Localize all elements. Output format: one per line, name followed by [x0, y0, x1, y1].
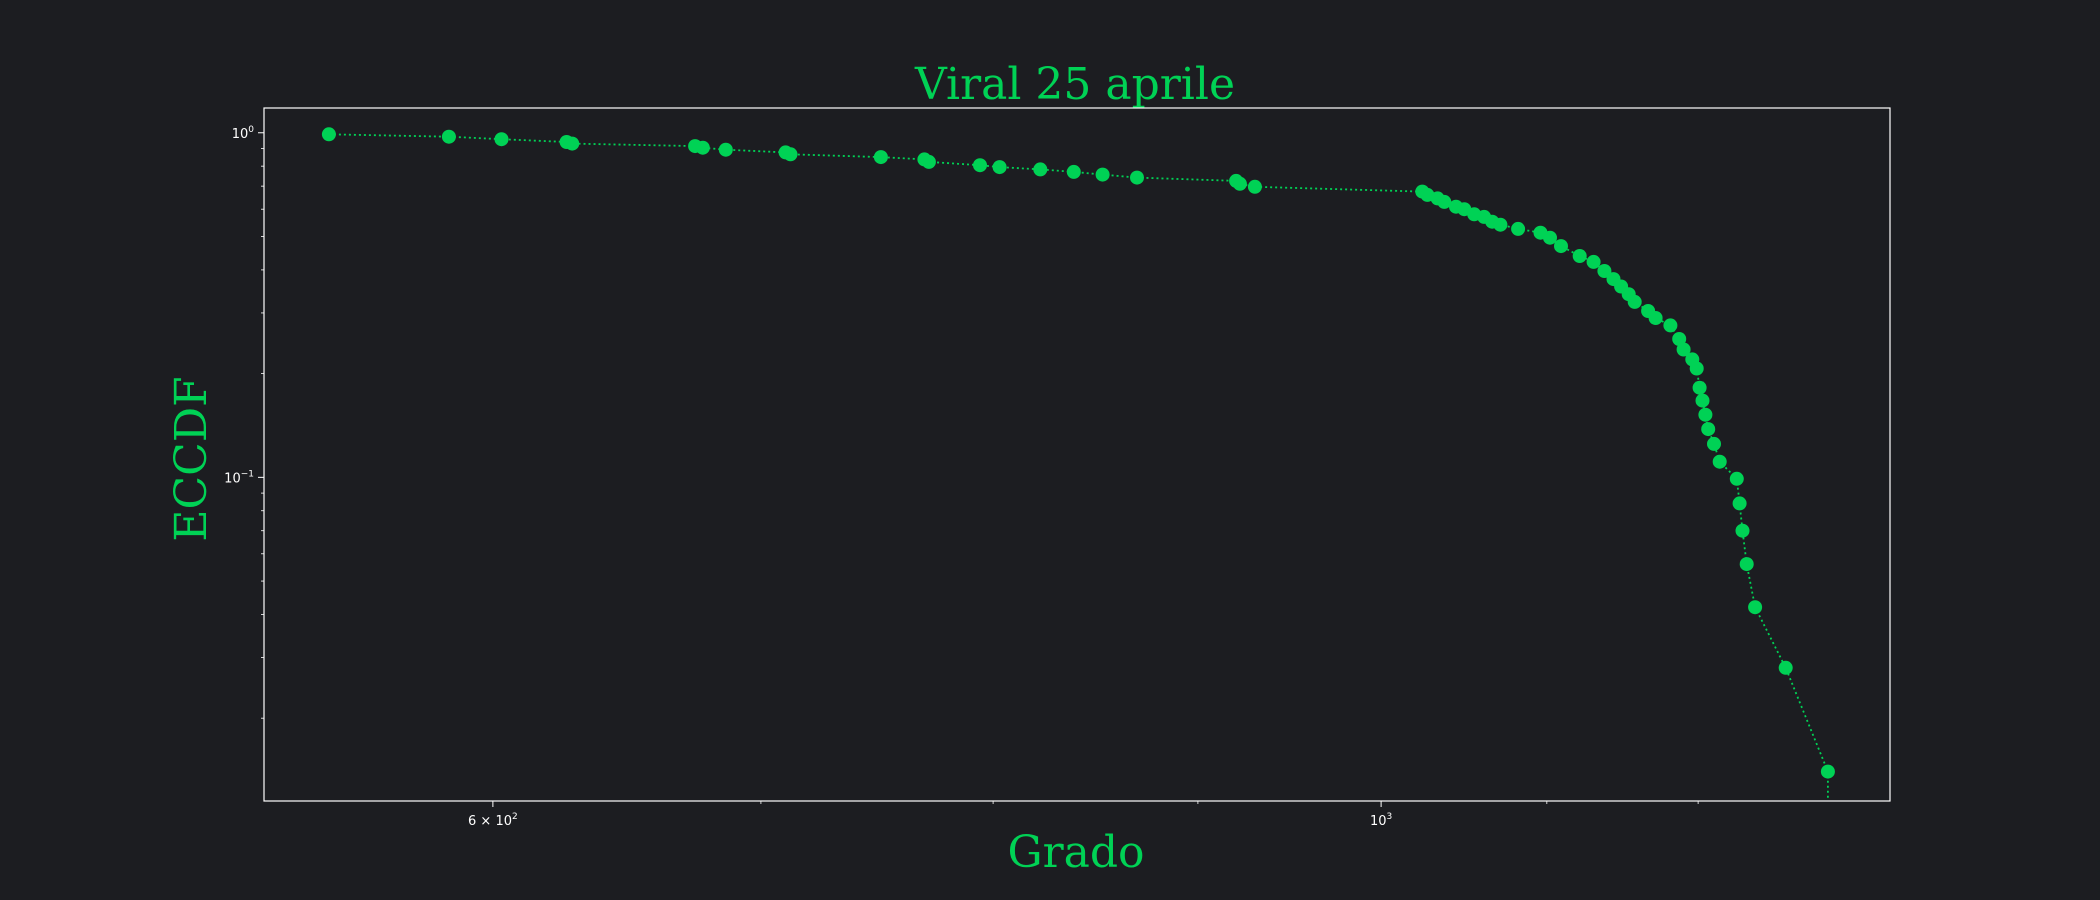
data-point: [1672, 332, 1687, 346]
data-point: [1066, 164, 1081, 179]
data-point: [1748, 600, 1763, 615]
data-point: [1739, 557, 1754, 572]
data-point: [718, 142, 733, 157]
plot-frame: [263, 107, 1891, 802]
data-point: [1701, 422, 1716, 437]
data-point: [1586, 254, 1601, 269]
y-tick-label: 100: [232, 125, 255, 142]
data-point: [1698, 407, 1713, 422]
series-line: [328, 133, 1829, 801]
data-point: [1732, 496, 1747, 511]
data-point: [873, 150, 888, 165]
data-point: [1663, 318, 1678, 333]
data-point: [1511, 221, 1526, 236]
data-point: [1820, 764, 1835, 779]
data-point: [494, 132, 509, 147]
data-point: [1627, 294, 1642, 309]
data-point: [973, 158, 987, 173]
data-point: [1695, 393, 1710, 408]
data-point: [1247, 179, 1262, 194]
y-tick-label: 10−1: [224, 469, 254, 486]
data-point: [1493, 217, 1508, 232]
data-point: [1597, 264, 1612, 278]
data-point: [1033, 162, 1048, 177]
data-point: [321, 127, 336, 142]
data-point: [1735, 523, 1750, 538]
data-point: [1689, 361, 1704, 376]
data-point: [695, 140, 710, 155]
data-point: [1729, 471, 1744, 486]
x-tick-label: 103: [1370, 812, 1392, 829]
data-point: [1692, 380, 1707, 395]
data-point: [1130, 170, 1144, 185]
data-point: [1543, 230, 1557, 245]
data-point: [1554, 239, 1568, 254]
x-tick-label: 6 × 102: [468, 812, 518, 829]
y-axis-label: ECCDF: [166, 376, 217, 541]
data-point: [921, 154, 936, 169]
data-point: [1778, 660, 1793, 675]
data-point: [1712, 454, 1727, 469]
data-point: [1095, 167, 1110, 182]
data-point: [1437, 194, 1452, 209]
data-point: [783, 147, 798, 162]
chart-title: Viral 25 aprile: [914, 59, 1235, 110]
data-point: [992, 160, 1007, 175]
data-point: [1648, 311, 1663, 325]
data-point: [1232, 176, 1247, 191]
data-point: [1572, 249, 1587, 263]
plot-area: [321, 127, 1835, 801]
data-point: [1707, 436, 1721, 451]
axis-ticks: 6 × 102 103 100 10−1: [224, 125, 1699, 829]
data-point: [565, 136, 580, 151]
x-axis-label: Grado: [1007, 827, 1144, 878]
data-point: [1676, 342, 1691, 357]
data-point: [441, 129, 456, 144]
